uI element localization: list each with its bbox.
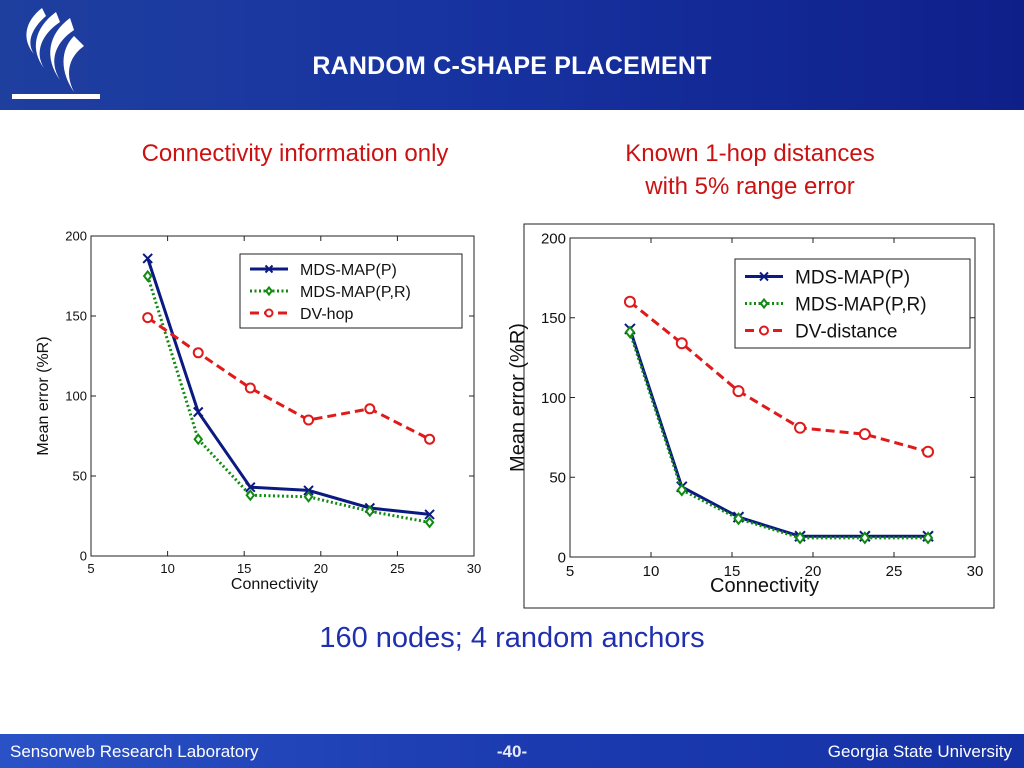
diamond-marker [759, 297, 769, 310]
circle-marker [244, 382, 256, 394]
diamond-marker [364, 505, 375, 518]
series-mds-map-p- [624, 323, 934, 542]
x-marker [424, 509, 435, 520]
footer-lab-name: Sensorweb Research Laboratory [10, 742, 259, 761]
diamond-marker [676, 483, 688, 497]
y-tick-label: 0 [80, 549, 87, 564]
diamond-marker [303, 490, 314, 503]
series-mds-map-p-r- [142, 269, 435, 529]
circle-marker [732, 385, 745, 398]
series-line [628, 331, 928, 540]
legend-label: MDS-MAP(P,R) [300, 284, 411, 301]
x-tick-label: 20 [805, 563, 822, 580]
chart-frame [523, 223, 995, 609]
circle-marker [858, 428, 871, 441]
x-axis-label: Connectivity [231, 576, 318, 593]
y-tick-label: 50 [549, 470, 566, 487]
x-tick-label: 15 [724, 563, 741, 580]
y-tick-label: 0 [558, 549, 566, 566]
x-marker [193, 406, 204, 418]
x-tick-label: 20 [314, 561, 328, 576]
x-tick-label: 30 [467, 561, 481, 576]
series-line [628, 328, 928, 538]
series-dv-distance [623, 295, 935, 458]
left-chart-heading: Connectivity information only [141, 140, 449, 167]
right-chart-heading-line-1: Known 1-hop distances [625, 140, 875, 167]
right-chart-heading-line-2: with 5% range error [645, 173, 855, 200]
circle-marker [759, 325, 769, 336]
series-dv-hop [142, 312, 436, 445]
y-tick-label: 150 [541, 310, 566, 327]
series-mds-map-p-r- [624, 325, 934, 545]
diamond-marker [193, 433, 204, 446]
diamond-marker [733, 512, 744, 526]
x-tick-label: 10 [643, 563, 660, 580]
y-tick-label: 100 [541, 390, 566, 407]
series-line [146, 316, 431, 441]
diamond-marker [424, 516, 435, 529]
circle-marker [142, 312, 154, 324]
series-line [628, 300, 929, 454]
x-marker [245, 481, 256, 493]
y-axis-label: Mean error (%R) [507, 323, 529, 472]
legend-label: DV-hop [300, 306, 353, 323]
circle-marker [424, 433, 436, 445]
y-tick-label: 50 [73, 469, 87, 484]
x-tick-label: 5 [87, 561, 94, 576]
circle-marker [264, 308, 274, 318]
x-tick-label: 25 [886, 563, 903, 580]
y-tick-label: 150 [65, 309, 87, 324]
x-marker [759, 271, 769, 282]
flame-logo-icon [12, 8, 100, 99]
legend-label: MDS-MAP(P) [300, 262, 397, 279]
y-tick-label: 200 [541, 230, 566, 247]
x-axis-label: Connectivity [710, 575, 819, 597]
x-tick-label: 5 [566, 563, 574, 580]
x-tick-label: 10 [160, 561, 174, 576]
chart-legend: MDS-MAP(P) MDS-MAP(P,R) DV-hop [239, 253, 463, 329]
circle-marker [675, 337, 688, 350]
circle-marker [794, 421, 807, 434]
x-marker [264, 264, 274, 274]
y-axis-label: Mean error (%R) [35, 336, 52, 455]
x-tick-label: 25 [390, 561, 404, 576]
series-line [146, 275, 430, 524]
diamond-marker [624, 325, 636, 339]
circle-marker [922, 445, 935, 458]
slide-title: RANDOM C-SHAPE PLACEMENT [312, 52, 712, 80]
footer-university: Georgia State University [827, 742, 1012, 761]
circle-marker [303, 414, 315, 426]
x-marker [142, 253, 153, 264]
x-marker [303, 485, 314, 496]
slide-footer: Sensorweb Research Laboratory -40- Georg… [0, 734, 1024, 768]
diamond-marker [245, 489, 256, 502]
diamond-marker [859, 531, 871, 545]
circle-marker [192, 347, 204, 359]
chart-legend: MDS-MAP(P) MDS-MAP(P,R) DV-distance [734, 258, 971, 349]
legend-label: MDS-MAP(P,R) [795, 294, 927, 315]
slide-header: RANDOM C-SHAPE PLACEMENT [0, 0, 1024, 110]
diamond-marker [264, 285, 274, 297]
legend-label: DV-distance [795, 321, 897, 342]
y-tick-label: 100 [65, 389, 87, 404]
diamond-marker [922, 531, 934, 545]
y-tick-label: 200 [65, 229, 87, 244]
slide-caption: 160 nodes; 4 random anchors [319, 622, 705, 654]
diamond-marker [794, 531, 806, 545]
legend-box [734, 258, 971, 349]
diamond-marker [142, 269, 153, 283]
series-line [146, 257, 430, 516]
legend-label: MDS-MAP(P) [795, 267, 910, 288]
footer-page-number: -40- [496, 742, 528, 761]
x-tick-label: 15 [237, 561, 251, 576]
x-tick-label: 30 [967, 563, 984, 580]
circle-marker [364, 403, 376, 415]
circle-marker [623, 295, 636, 308]
